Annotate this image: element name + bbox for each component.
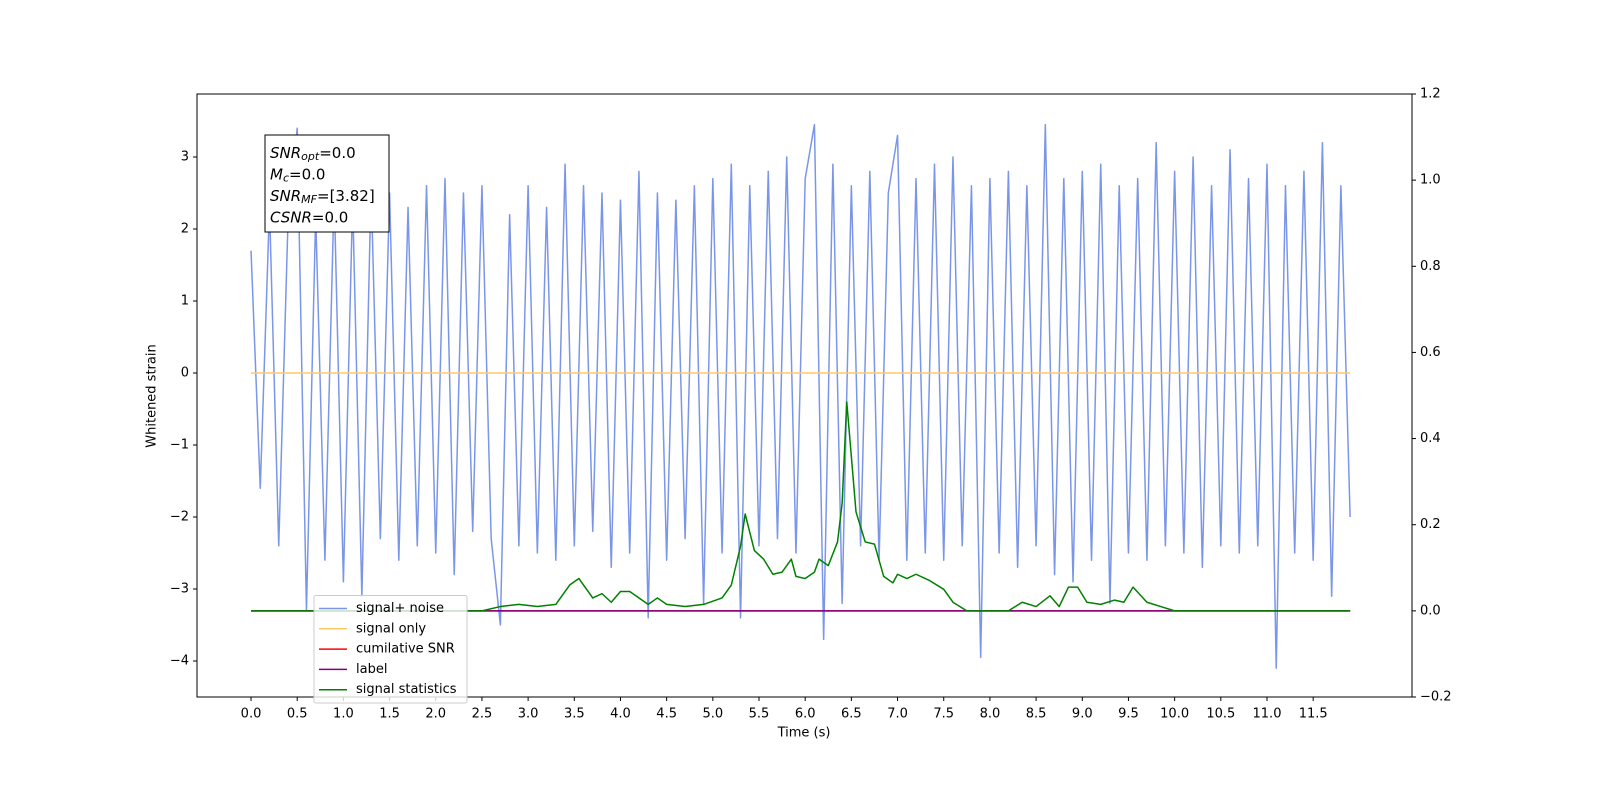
x-tick-label: 10.0 (1160, 707, 1189, 722)
y2-tick-label: 0.6 (1420, 345, 1441, 360)
legend-label: signal+ noise (356, 601, 444, 616)
x-tick-label: 9.5 (1118, 707, 1139, 722)
legend-label: signal only (356, 621, 426, 636)
y2-tick-label: 0.4 (1420, 431, 1441, 446)
y-tick-label: 1 (181, 294, 189, 309)
x-tick-label: 7.5 (933, 707, 954, 722)
legend: signal+ noise signal only cumilative SNR la… (313, 595, 468, 704)
annotation-text: =0.0 (312, 208, 348, 226)
y-tick-label: −3 (170, 582, 189, 597)
x-tick-label: 5.0 (702, 707, 723, 722)
x-tick-label: 9.0 (1072, 707, 1093, 722)
annotation-text: =0.0 (319, 144, 355, 162)
x-tick-label: 6.0 (795, 707, 816, 722)
x-tick-label: 5.5 (749, 707, 770, 722)
y-tick-label: −4 (170, 654, 189, 669)
annotation-text: =0.0 (289, 165, 325, 183)
y-tick-label: 3 (181, 150, 189, 165)
y-axis-label: Whitened strain (145, 344, 160, 447)
legend-label: label (356, 662, 387, 677)
series-line (250, 123, 1351, 669)
annotation-subscript: opt (301, 150, 320, 163)
x-tick-label: 1.5 (379, 707, 400, 722)
x-tick-label: 7.0 (887, 707, 908, 722)
annotation-line: SNRMF=[3.82] (270, 187, 375, 207)
y2-tick-label: −0.2 (1420, 690, 1452, 705)
x-tick-label: 2.0 (425, 707, 446, 722)
x-tick-label: 4.5 (656, 707, 677, 722)
y-tick-label: −1 (170, 438, 189, 453)
legend-label: cumilative SNR (356, 642, 455, 657)
legend-frame (313, 595, 468, 704)
x-tick-label: 2.5 (472, 707, 493, 722)
y2-tick-label: 0.8 (1420, 259, 1441, 274)
x-tick-label: 11.0 (1253, 707, 1282, 722)
y2-tick-label: 0.0 (1420, 603, 1441, 618)
legend-label: signal statistics (356, 682, 457, 697)
x-tick-label: 4.0 (610, 707, 631, 722)
annotation-line: Mc=0.0 (270, 165, 325, 185)
y-tick-label: −2 (170, 510, 189, 525)
x-tick-label: 6.5 (841, 707, 862, 722)
axes-frame (196, 93, 1413, 698)
annotation-symbol: SNR (270, 187, 301, 205)
x-tick-label: 8.5 (1026, 707, 1047, 722)
x-tick-label: 11.5 (1299, 707, 1328, 722)
annotation-symbol: M (270, 165, 283, 183)
annotation-frame (264, 134, 390, 233)
x-tick-label: 8.0 (980, 707, 1001, 722)
annotation-line: CSNR=0.0 (270, 208, 348, 226)
x-tick-label: 10.5 (1206, 707, 1235, 722)
annotation-symbol: SNR (270, 144, 301, 162)
y2-tick-label: 0.2 (1420, 517, 1441, 532)
x-axis-label: Time (s) (777, 726, 831, 741)
x-tick-label: 1.0 (333, 707, 354, 722)
series-line (251, 401, 1351, 612)
x-tick-label: 0.5 (287, 707, 308, 722)
y2-tick-label: 1.0 (1420, 173, 1441, 188)
y-tick-label: 0 (181, 366, 189, 381)
x-tick-label: 3.5 (564, 707, 585, 722)
x-tick-label: 3.0 (518, 707, 539, 722)
annotation-line: SNRopt=0.0 (270, 144, 356, 164)
y2-tick-label: 1.2 (1420, 87, 1441, 102)
x-tick-label: 0.0 (241, 707, 262, 722)
annotation-text: =[3.82] (317, 187, 375, 205)
annotation-symbol: CSNR (270, 208, 312, 226)
annotation-subscript: c (283, 172, 289, 185)
annotation-subscript: MF (301, 193, 317, 206)
y-tick-label: 2 (181, 222, 189, 237)
